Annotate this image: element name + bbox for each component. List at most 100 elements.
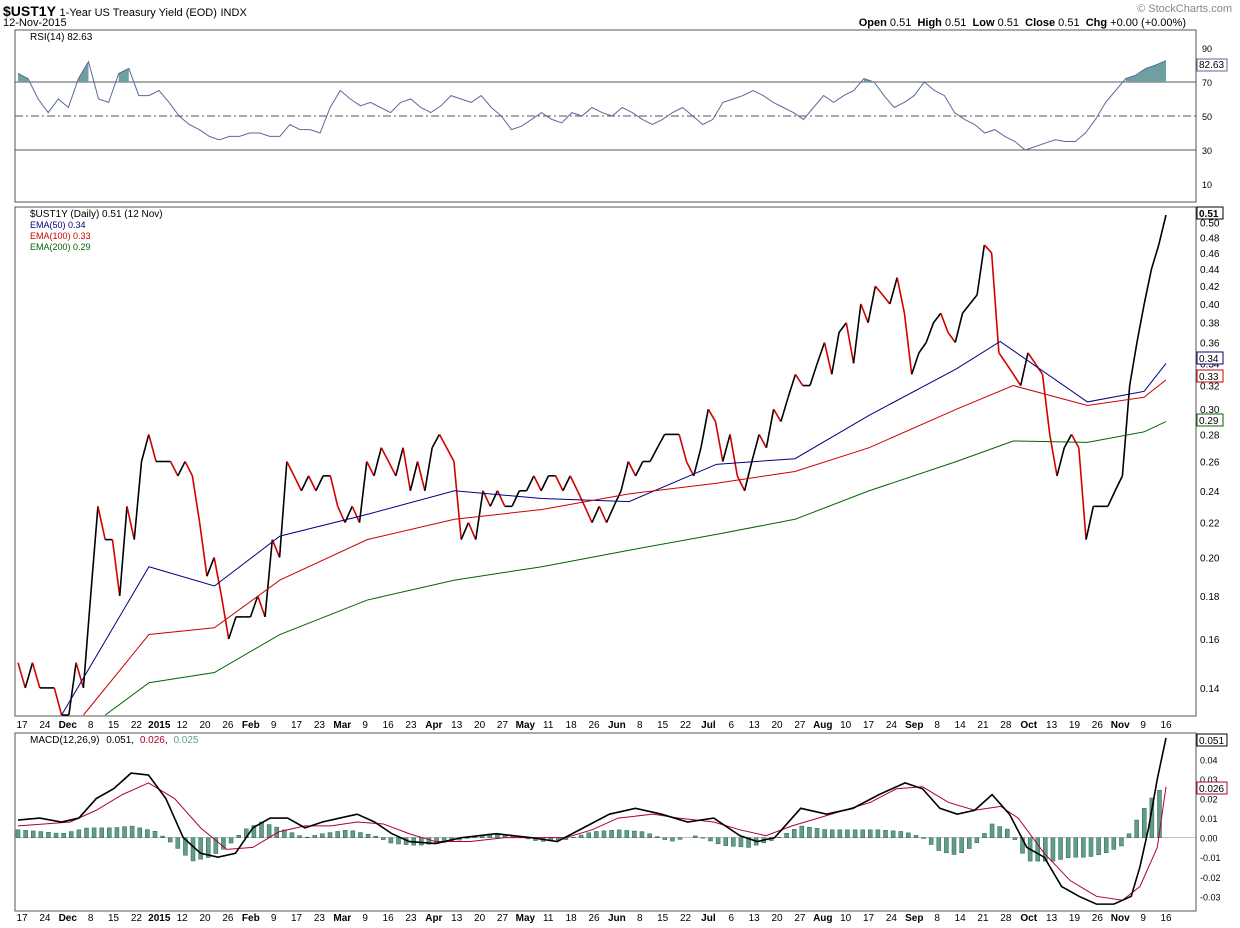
macd-histogram-bar <box>1050 837 1056 862</box>
price-line-segment <box>1012 373 1022 386</box>
ema200-legend: EMA(200) 0.29 <box>30 242 91 252</box>
x-tick-label-price: Jul <box>701 720 716 731</box>
x-tick-label-price: 26 <box>1092 720 1104 731</box>
macd-histogram-bar <box>419 837 424 846</box>
macd-histogram-bar <box>38 831 44 838</box>
price-y-tick-label: 0.44 <box>1200 265 1220 276</box>
x-tick-label-macd: 22 <box>131 913 143 924</box>
x-tick-label-price: 17 <box>863 720 875 731</box>
price-line-segment <box>780 396 789 422</box>
price-line-segment <box>402 447 412 491</box>
x-tick-label-price: 17 <box>16 720 28 731</box>
macd-histogram-bar <box>594 831 599 838</box>
price-line-segment <box>830 332 840 375</box>
price-line-segment <box>700 409 710 448</box>
macd-histogram-bar <box>1088 837 1094 857</box>
x-tick-label-macd: Feb <box>242 913 260 924</box>
price-line-segment <box>896 277 906 314</box>
price-line-segment <box>613 490 622 507</box>
price-line-segment <box>453 461 463 540</box>
price-y-tick-label: 0.38 <box>1200 319 1220 330</box>
x-tick-label-macd: 23 <box>314 913 326 924</box>
x-tick-label-price: 13 <box>451 720 463 731</box>
price-line-segment <box>976 244 986 296</box>
ema50-tag: 0.34 <box>1199 354 1219 365</box>
price-line-segment <box>569 475 579 492</box>
price-line-segment <box>1070 434 1080 449</box>
macd-histogram-bar <box>1111 837 1117 850</box>
macd-y-tick-label: 0.01 <box>1200 814 1218 824</box>
price-line-segment <box>983 244 993 254</box>
x-tick-label-macd: 16 <box>383 913 395 924</box>
price-line-segment <box>1085 506 1095 540</box>
price-line-segment <box>307 475 317 492</box>
price-line-segment <box>213 557 223 597</box>
signal-tag: 0.026 <box>1199 784 1224 795</box>
macd-histogram-bar <box>807 826 812 838</box>
macd-histogram-bar <box>183 837 188 856</box>
price-line-segment <box>787 374 797 398</box>
price-line-segment <box>315 475 324 492</box>
x-tick-label-macd: 2015 <box>148 913 171 924</box>
macd-histogram-bar <box>738 837 744 848</box>
price-line-segment <box>707 408 717 422</box>
x-tick-label-price: 24 <box>886 720 898 731</box>
x-tick-label-price: 22 <box>680 720 692 731</box>
macd-panel <box>14 732 1197 912</box>
price-line-segment <box>961 303 971 314</box>
price-y-tick-label: 0.18 <box>1200 592 1220 603</box>
rsi-overbought-area <box>18 73 29 82</box>
price-line-segment <box>918 342 927 354</box>
exchange: INDX <box>220 7 247 19</box>
price-line-segment <box>460 522 470 540</box>
macd-line <box>17 737 1167 905</box>
price-line-segment <box>794 373 804 386</box>
macd-tag-box <box>1196 733 1228 747</box>
price-y-tick-label: 0.20 <box>1200 553 1220 564</box>
macd-histogram-bar <box>731 837 736 847</box>
macd-histogram-bar <box>1043 837 1048 862</box>
price-line-segment <box>424 447 433 491</box>
macd-histogram-bar <box>890 830 896 838</box>
macd-histogram-bar <box>69 831 74 838</box>
price-line-segment <box>889 277 898 305</box>
macd-histogram-bar <box>99 827 104 838</box>
macd-histogram-bar <box>715 837 721 845</box>
macd-histogram-bar <box>335 831 340 838</box>
macd-y-tick-label: -0.02 <box>1200 873 1221 883</box>
price-line-segment <box>743 461 753 491</box>
price-y-tick-label: 0.50 <box>1200 218 1220 229</box>
price-line-segment <box>1157 214 1167 246</box>
x-tick-label-macd: 9 <box>362 913 368 924</box>
price-y-tick-label: 0.40 <box>1200 300 1220 311</box>
price-line-segment <box>1114 475 1124 492</box>
macd-histogram-bar <box>936 837 942 851</box>
chart-title: $UST1Y 1-Year US Treasury Yield (EOD) IN… <box>3 3 247 19</box>
series-layer <box>15 60 1167 905</box>
macd-histogram-bar <box>906 832 911 838</box>
price-line-segment <box>932 312 942 324</box>
price-line-segment <box>249 595 259 618</box>
x-tick-label-macd: 8 <box>934 913 940 924</box>
price-line-segment <box>852 303 862 364</box>
macd-histogram-bar <box>708 837 713 842</box>
macd-histogram-bar <box>822 829 827 838</box>
price-line-segment <box>300 475 310 492</box>
x-tick-label-macd: 18 <box>566 913 578 924</box>
price-line-segment <box>148 434 157 462</box>
macd-histogram-bar <box>30 830 36 838</box>
price-line-segment <box>1056 447 1066 477</box>
low-value: 0.51 <box>997 17 1019 29</box>
price-y-tick-label: 0.32 <box>1200 382 1220 393</box>
macd-histogram-bar <box>677 837 683 840</box>
price-line-segment <box>954 313 964 343</box>
price-line-segment <box>1128 342 1138 386</box>
x-tick-label-macd: Mar <box>333 913 351 924</box>
close-tag-box <box>1196 206 1224 220</box>
price-line-segment <box>68 662 77 716</box>
price-y-tick-label: 0.22 <box>1200 519 1220 530</box>
price-line-segment <box>169 461 179 477</box>
macd-y-tick-label: -0.01 <box>1200 853 1221 863</box>
price-line-segment <box>53 687 63 716</box>
x-tick-label-macd: 22 <box>680 913 692 924</box>
